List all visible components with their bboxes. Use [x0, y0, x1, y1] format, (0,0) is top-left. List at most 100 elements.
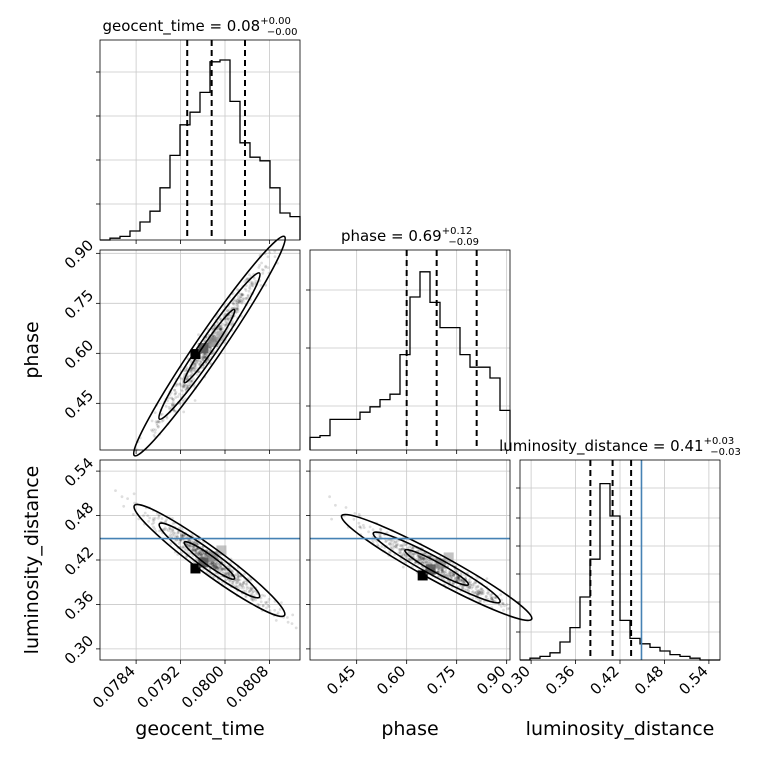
- title-plus-geocent_time: +0.00: [260, 16, 291, 27]
- sample-point: [215, 566, 219, 570]
- sample-point: [485, 577, 489, 580]
- sample-point: [459, 579, 462, 583]
- sample-point: [468, 585, 471, 589]
- sample-point: [418, 555, 422, 558]
- sample-point: [212, 564, 216, 568]
- sample-point: [224, 572, 228, 576]
- sample-point: [220, 566, 224, 570]
- sample-point: [197, 550, 201, 554]
- sample-point: [422, 558, 426, 562]
- sample-point: [253, 282, 256, 286]
- sample-point: [209, 562, 213, 565]
- sample-point: [186, 357, 190, 361]
- sample-point: [239, 582, 243, 586]
- sample-point: [153, 516, 157, 520]
- sample-point: [403, 555, 406, 559]
- sample-point: [186, 374, 190, 378]
- sample-point: [401, 565, 405, 569]
- sample-point: [428, 562, 431, 566]
- sample-point: [490, 597, 494, 601]
- sample-point: [218, 564, 222, 568]
- y-tick-label-phase: 0.90: [61, 236, 97, 272]
- sample-point: [165, 528, 169, 531]
- sample-point: [491, 596, 495, 599]
- sample-point: [437, 570, 440, 573]
- sample-point: [231, 301, 235, 305]
- sample-point: [155, 423, 159, 427]
- sample-point: [151, 517, 155, 520]
- sample-point: [248, 287, 252, 290]
- sample-point: [441, 568, 444, 572]
- sample-point: [226, 573, 229, 577]
- sample-point: [226, 309, 229, 313]
- sample-point: [175, 534, 179, 538]
- sample-point: [219, 327, 222, 331]
- sample-point: [235, 307, 239, 311]
- y-tick-label-luminosity_distance: 0.36: [61, 587, 97, 623]
- sample-point: [250, 586, 254, 590]
- sample-point: [164, 404, 168, 408]
- sample-point: [174, 384, 177, 388]
- sample-point: [161, 418, 165, 422]
- sample-point: [219, 325, 222, 329]
- sample-point: [225, 309, 229, 312]
- sample-point: [437, 575, 440, 578]
- sample-point: [132, 492, 136, 496]
- sample-point: [180, 551, 184, 555]
- sample-point: [212, 564, 216, 568]
- sample-point: [196, 553, 200, 557]
- sample-point: [255, 592, 258, 595]
- sample-point: [392, 544, 396, 548]
- sample-point: [413, 552, 416, 556]
- sample-point: [198, 370, 202, 374]
- sample-point: [211, 327, 215, 331]
- sample-point: [235, 307, 239, 311]
- sample-point: [234, 310, 238, 314]
- sample-point: [448, 570, 451, 574]
- sample-point: [449, 574, 453, 578]
- sample-point: [185, 383, 189, 387]
- sample-point: [463, 588, 467, 591]
- sample-point: [220, 325, 223, 328]
- sample-point: [448, 571, 452, 575]
- sample-point: [440, 569, 443, 573]
- sample-point: [456, 576, 459, 580]
- sample-point: [208, 349, 212, 352]
- sample-point: [491, 598, 495, 602]
- sample-point: [448, 574, 452, 578]
- sample-point: [468, 586, 472, 590]
- sample-point: [472, 583, 476, 586]
- sample-point: [225, 322, 229, 326]
- sample-point: [199, 357, 203, 360]
- sample-point: [190, 370, 193, 374]
- sample-point: [242, 586, 246, 589]
- sample-point: [189, 369, 193, 373]
- sample-point: [235, 581, 239, 584]
- x-tick-label-geocent_time: 0.0792: [134, 662, 184, 712]
- sample-point: [191, 366, 195, 370]
- sample-point: [236, 584, 240, 588]
- sample-point: [224, 323, 228, 327]
- sample-point: [260, 261, 263, 265]
- sample-point: [440, 570, 444, 573]
- sample-point: [180, 533, 184, 536]
- sample-point: [238, 584, 242, 588]
- sample-point: [219, 328, 223, 332]
- sample-point: [485, 591, 489, 595]
- sample-point: [456, 576, 460, 580]
- sample-point: [174, 396, 178, 399]
- sample-point: [390, 546, 394, 550]
- sample-point: [200, 553, 204, 557]
- sample-point: [388, 550, 391, 554]
- sample-point: [225, 323, 228, 327]
- sample-point: [503, 604, 506, 608]
- sample-point: [203, 554, 207, 558]
- sample-point: [181, 389, 184, 393]
- sample-point: [490, 597, 493, 600]
- sample-point: [222, 571, 225, 575]
- sample-point: [211, 563, 215, 567]
- sample-point: [219, 565, 223, 569]
- sample-point: [185, 377, 189, 380]
- sample-point: [219, 328, 223, 331]
- sample-point: [422, 556, 425, 560]
